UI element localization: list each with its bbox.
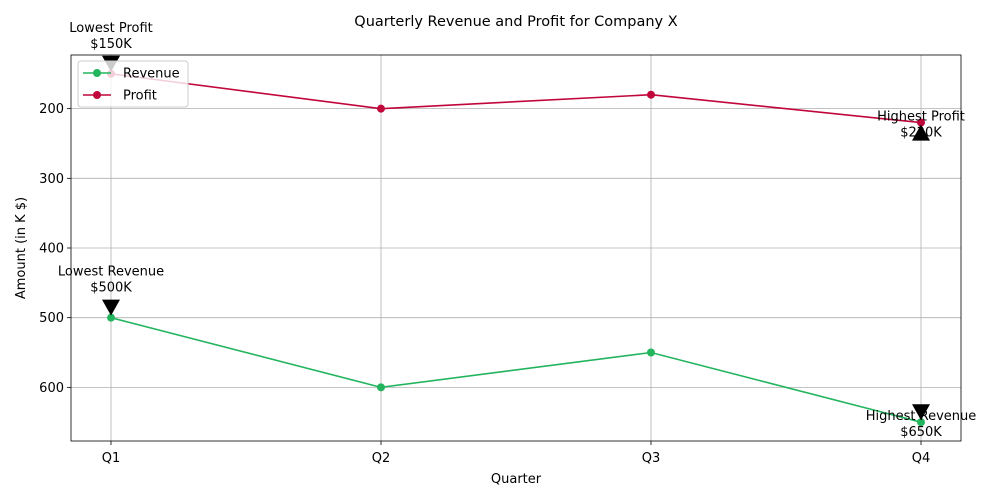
profit-annotation-arrow [912,124,930,141]
revenue-annotation-arrow [102,299,120,316]
chart-title: Quarterly Revenue and Profit for Company… [354,14,677,30]
revenue-annotation-label: $500K [90,281,132,296]
x-tick-label: Q4 [912,451,931,466]
grid [71,55,961,441]
y-tick-label: 200 [39,102,64,117]
y-axis: 200 300 400 500 600 [39,102,71,396]
revenue-point [917,418,925,427]
legend-profit-label: Profit [123,89,157,104]
revenue-annotation-label: $650K [900,425,942,440]
x-tick-label: Q1 [102,451,121,466]
y-tick-label: 600 [39,381,64,396]
profit-annotation-label: $150K [90,37,132,52]
legend: Revenue Profit [77,60,189,108]
profit-point [647,90,655,99]
revenue-point [107,313,115,322]
profit-point [377,104,385,113]
profit-annotation-label: Highest Profit [877,110,965,125]
x-tick-label: Q2 [372,451,391,466]
y-tick-label: 500 [39,311,64,326]
y-tick-label: 400 [39,242,64,257]
legend-revenue-label: Revenue [123,67,180,82]
profit-annotation-label: Lowest Profit [69,21,153,36]
revenue-line [110,316,922,423]
revenue-point [377,383,385,392]
x-axis: Q1 Q2 Q3 Q4 [102,441,931,466]
y-axis-label: Amount (in K $) [14,197,29,299]
profit-point [917,118,925,127]
x-axis-label: Quarter [491,472,542,487]
revenue-annotation-arrow [912,404,930,421]
revenue-point [647,348,655,357]
x-tick-label: Q3 [642,451,661,466]
legend-revenue-marker [93,69,101,77]
legend-profit-marker [93,91,101,99]
profit-line [110,73,922,124]
y-tick-label: 300 [39,172,64,187]
revenue-annotation-label: Lowest Revenue [58,265,164,280]
